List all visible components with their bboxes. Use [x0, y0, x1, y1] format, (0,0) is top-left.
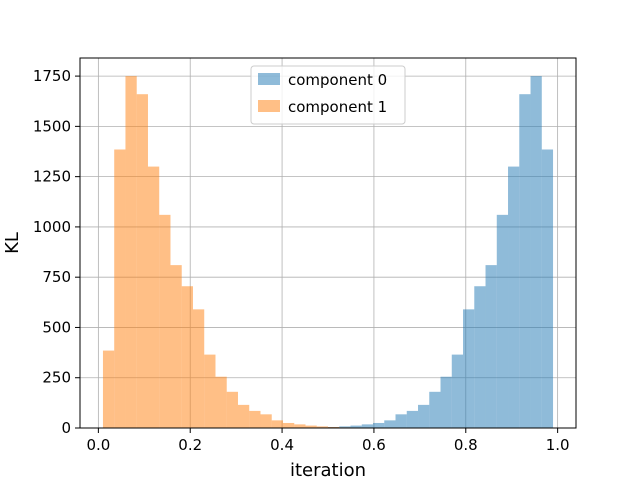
bar-component-1	[249, 410, 261, 428]
bar-component-1	[215, 376, 227, 428]
legend-swatch-component-0	[258, 73, 280, 85]
bar-component-1	[147, 166, 160, 428]
x-tick-label: 0.0	[86, 436, 110, 454]
y-tick-label: 1250	[33, 168, 71, 186]
bar-component-0	[541, 149, 554, 428]
x-axis-label: iteration	[290, 460, 366, 480]
y-tick-label: 0	[61, 419, 71, 437]
bar-component-0	[519, 94, 531, 429]
bar-component-0	[451, 354, 464, 428]
bar-component-1	[316, 426, 328, 428]
bar-component-1	[294, 424, 306, 428]
bar-component-0	[339, 426, 351, 428]
bar-component-0	[395, 414, 407, 428]
bar-component-1	[114, 149, 126, 428]
bar-component-1	[204, 354, 216, 428]
bar-component-1	[102, 350, 115, 428]
bar-component-1	[136, 94, 148, 429]
bar-component-1	[282, 422, 295, 428]
legend-label-component-1: component 1	[288, 98, 387, 116]
bar-component-1	[192, 309, 205, 428]
x-tick-label: 0.4	[270, 436, 294, 454]
bar-component-0	[406, 410, 419, 428]
bar-component-0	[361, 424, 374, 428]
y-tick-label: 250	[42, 369, 71, 387]
x-tick-label: 0.8	[454, 436, 478, 454]
bar-component-1	[260, 414, 272, 428]
x-tick-label: 1.0	[546, 436, 570, 454]
x-tick-label: 0.2	[178, 436, 202, 454]
bar-component-0	[508, 166, 520, 428]
y-axis-label: KL	[2, 232, 23, 254]
bar-component-0	[429, 391, 441, 428]
y-axis-ticks: 0 250 500 750 1000 1250 1500 1750	[33, 67, 80, 437]
y-tick-label: 1000	[33, 218, 71, 236]
bar-component-0	[418, 404, 430, 428]
bar-component-1	[237, 404, 250, 428]
bar-component-1	[159, 214, 171, 428]
bar-component-0	[530, 76, 542, 428]
bar-component-1	[170, 265, 182, 428]
plot-frame	[79, 57, 577, 429]
y-tick-label: 1750	[33, 67, 71, 85]
bar-component-0	[496, 214, 509, 428]
legend-box	[250, 65, 406, 125]
bar-component-1	[226, 391, 238, 428]
y-tick-label: 750	[42, 268, 71, 286]
bar-component-0	[485, 265, 497, 428]
x-axis-ticks: 0.0 0.2 0.4 0.6 0.8 1.0	[86, 428, 570, 454]
bar-component-0	[384, 420, 396, 428]
legend: component 0 component 1	[250, 65, 406, 125]
bar-component-1	[305, 425, 317, 428]
bar-component-0	[373, 422, 385, 428]
x-tick-label: 0.6	[362, 436, 386, 454]
bar-component-1	[271, 420, 283, 428]
bar-component-0	[463, 309, 475, 428]
y-tick-label: 500	[42, 318, 71, 336]
bar-component-0	[350, 425, 362, 428]
legend-label-component-0: component 0	[288, 71, 387, 89]
histogram-bars	[102, 76, 554, 429]
y-tick-label: 1500	[33, 117, 71, 135]
bar-component-0	[474, 286, 486, 428]
legend-swatch-component-1	[258, 100, 280, 112]
bar-component-0	[440, 376, 452, 428]
bar-component-1	[125, 76, 137, 428]
bar-component-1	[328, 426, 340, 428]
bar-component-1	[181, 286, 193, 428]
